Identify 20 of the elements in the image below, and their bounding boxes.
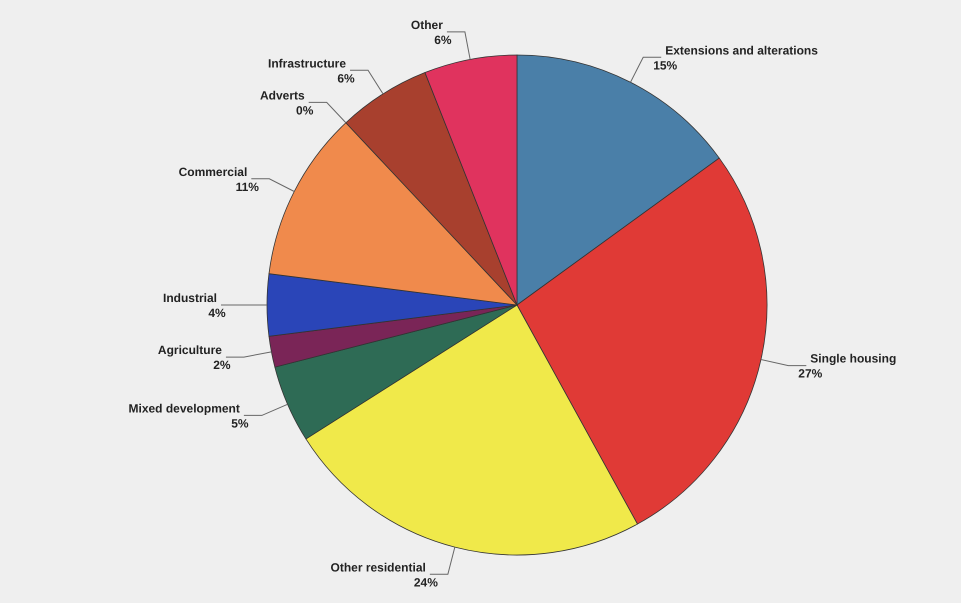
data-label: 5% [231,416,249,430]
data-label: 4% [208,306,226,320]
data-label: 24% [414,575,438,590]
slice-label: Industrial [162,291,217,305]
category-label: Adverts [260,88,305,102]
data-label: 15% [653,58,678,72]
data-label: 6% [434,32,452,47]
slice-label: Infrastructure [268,56,346,70]
slice-label: Agriculture [158,343,222,358]
data-label: 27% [798,366,823,381]
slice-label: Single housing [810,352,896,366]
data-label: 6% [337,71,356,86]
slice-label: Other residential [330,560,426,574]
data-label: 11% [236,180,260,194]
slice-label: Commercial [178,164,248,179]
text: 0% [296,103,314,118]
slice-label: Mixed development [128,401,240,416]
slice-label: Extensions and alterations [665,43,818,58]
slice-label: Other [410,18,444,32]
data-label: 2% [213,358,231,372]
